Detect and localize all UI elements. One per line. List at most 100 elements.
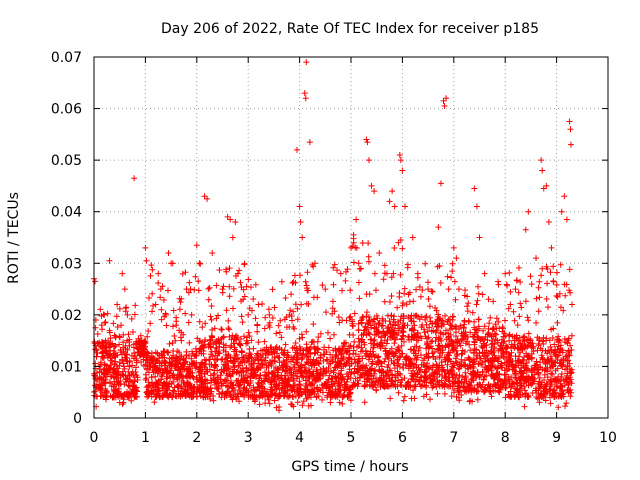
data-point [229, 234, 236, 241]
data-point [365, 371, 372, 378]
data-point [554, 294, 561, 301]
data-point [434, 390, 441, 397]
data-point [344, 376, 351, 383]
data-point [397, 381, 404, 388]
data-point [429, 384, 436, 391]
data-point [153, 357, 160, 364]
data-point [386, 298, 393, 305]
data-point [421, 329, 428, 336]
data-point [363, 362, 370, 369]
data-point [291, 272, 298, 279]
data-point [394, 357, 401, 364]
data-point [376, 249, 383, 256]
data-point [373, 387, 380, 394]
data-point [312, 377, 319, 384]
data-point [465, 383, 472, 390]
data-point [418, 373, 425, 380]
data-point [246, 333, 253, 340]
data-point [215, 385, 222, 392]
data-point [504, 376, 511, 383]
data-point [506, 337, 513, 344]
data-point [479, 350, 486, 357]
data-point [192, 273, 199, 280]
data-point [444, 361, 451, 368]
data-point [252, 281, 259, 288]
data-point [525, 317, 532, 324]
data-point [230, 382, 237, 389]
data-point [519, 356, 526, 363]
data-point [493, 315, 500, 322]
data-point [488, 393, 495, 400]
data-point [107, 335, 114, 342]
data-point [299, 351, 306, 358]
data-point [354, 368, 361, 375]
data-point [364, 368, 371, 375]
data-point [413, 343, 420, 350]
data-point [336, 319, 343, 326]
data-point [276, 392, 283, 399]
data-point [332, 353, 339, 360]
data-point [401, 285, 408, 292]
data-point [397, 271, 404, 278]
data-point [126, 394, 133, 401]
data-point [454, 383, 461, 390]
data-point [113, 387, 120, 394]
data-point [522, 376, 529, 383]
data-point [543, 182, 550, 189]
data-point [128, 378, 135, 385]
data-point [211, 370, 218, 377]
data-point [273, 404, 280, 411]
data-point [567, 393, 574, 400]
data-point [252, 397, 259, 404]
data-point [464, 303, 471, 310]
data-point [464, 308, 471, 315]
data-point [341, 379, 348, 386]
data-point [405, 313, 412, 320]
data-point [408, 312, 415, 319]
data-point [520, 334, 527, 341]
data-point [515, 394, 522, 401]
data-point [326, 372, 333, 379]
data-point [453, 351, 460, 358]
data-point [505, 305, 512, 312]
data-point [199, 324, 206, 331]
data-point [286, 366, 293, 373]
y-tick-label: 0 [73, 411, 82, 427]
data-point [201, 338, 208, 345]
data-point [323, 356, 330, 363]
data-point [548, 244, 555, 251]
data-point [553, 269, 560, 276]
data-point [364, 139, 371, 146]
data-point [281, 382, 288, 389]
data-point [533, 295, 540, 302]
data-point [152, 364, 159, 371]
data-point [230, 305, 237, 312]
data-point [403, 353, 410, 360]
data-point [107, 341, 114, 348]
data-point [399, 167, 406, 174]
data-point [391, 365, 398, 372]
data-point [404, 379, 411, 386]
data-point [413, 352, 420, 359]
data-point [404, 261, 411, 268]
data-point [368, 182, 375, 189]
data-point [320, 365, 327, 372]
data-point [361, 378, 368, 385]
data-point [160, 296, 167, 303]
data-point [245, 276, 252, 283]
data-point [133, 355, 140, 362]
data-point [102, 319, 109, 326]
data-point [410, 326, 417, 333]
data-point [96, 385, 103, 392]
data-point [359, 239, 366, 246]
data-point [349, 316, 356, 323]
data-point [535, 284, 542, 291]
data-point [324, 329, 331, 336]
data-point [294, 399, 301, 406]
data-point [555, 339, 562, 346]
y-tick-label: 0.02 [51, 308, 82, 324]
data-point [448, 274, 455, 281]
data-point [562, 403, 569, 410]
data-point [553, 281, 560, 288]
